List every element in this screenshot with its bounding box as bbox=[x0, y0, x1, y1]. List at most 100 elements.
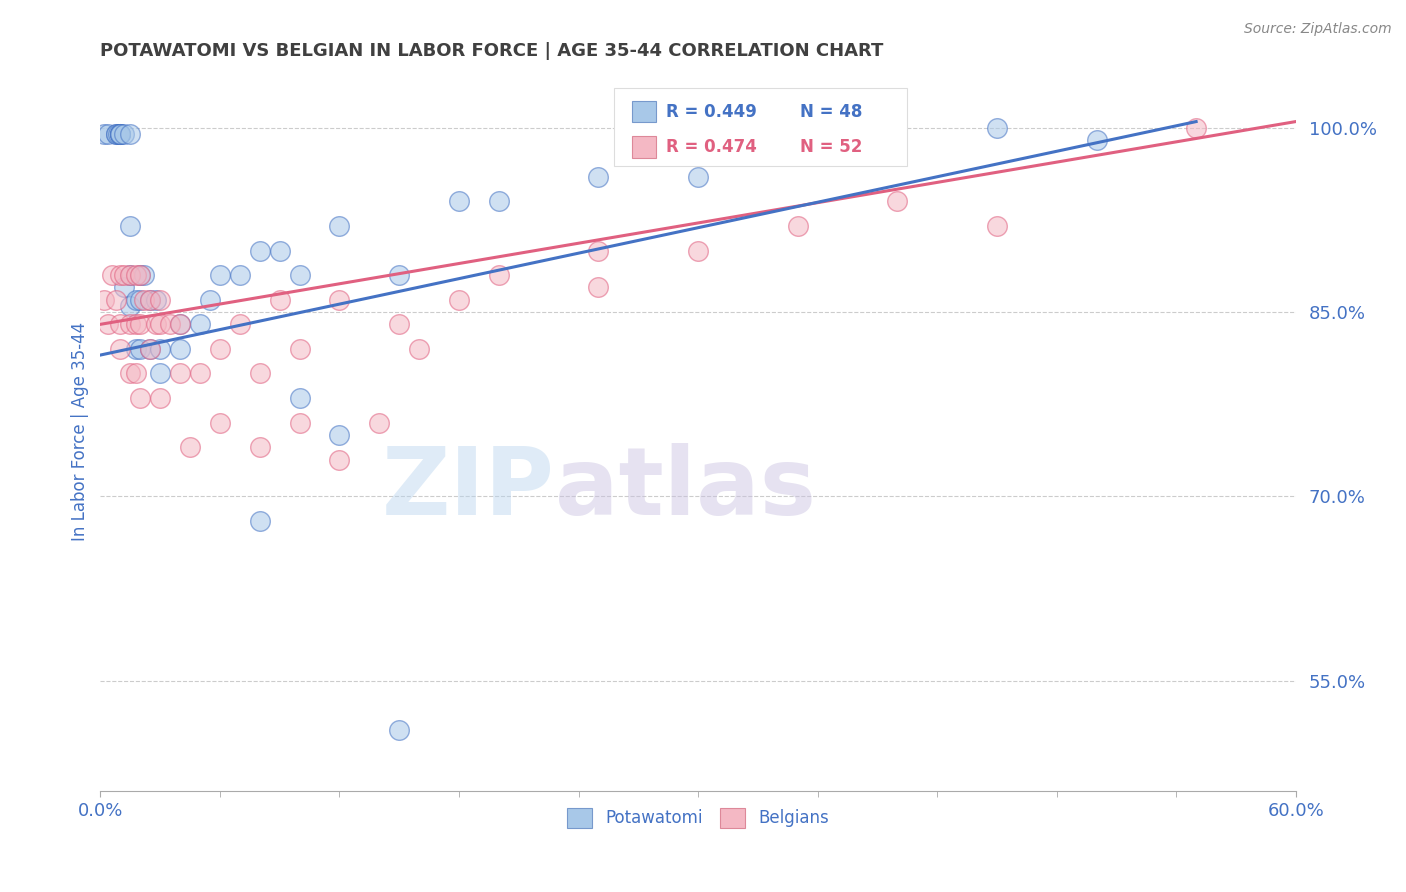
Legend: Potawatomi, Belgians: Potawatomi, Belgians bbox=[561, 801, 835, 835]
Point bbox=[149, 293, 172, 307]
Point bbox=[169, 318, 191, 332]
Point bbox=[388, 723, 411, 737]
Point bbox=[269, 293, 291, 307]
Point bbox=[149, 342, 172, 356]
Point bbox=[288, 342, 311, 356]
Point bbox=[488, 194, 510, 209]
Text: R = 0.474: R = 0.474 bbox=[666, 137, 756, 156]
Point bbox=[134, 268, 156, 282]
Point bbox=[986, 219, 1008, 233]
Point bbox=[149, 367, 172, 381]
Point bbox=[110, 127, 132, 141]
Point bbox=[112, 280, 135, 294]
Point bbox=[169, 318, 191, 332]
Point bbox=[145, 318, 167, 332]
Point bbox=[110, 318, 132, 332]
Point bbox=[159, 318, 181, 332]
Point bbox=[129, 268, 152, 282]
Text: atlas: atlas bbox=[554, 443, 815, 535]
Point bbox=[288, 391, 311, 405]
Point bbox=[97, 318, 120, 332]
Point bbox=[145, 293, 167, 307]
Point bbox=[101, 268, 124, 282]
Point bbox=[188, 318, 211, 332]
Point bbox=[588, 169, 610, 184]
Point bbox=[112, 127, 135, 141]
Point bbox=[105, 293, 128, 307]
Point bbox=[488, 268, 510, 282]
Point bbox=[125, 293, 148, 307]
Point bbox=[249, 440, 271, 454]
Point bbox=[107, 127, 129, 141]
Point bbox=[110, 268, 132, 282]
Point bbox=[179, 440, 201, 454]
Point bbox=[269, 244, 291, 258]
Point bbox=[120, 219, 142, 233]
Point bbox=[110, 127, 132, 141]
Point bbox=[105, 127, 128, 141]
Point bbox=[120, 318, 142, 332]
Point bbox=[786, 219, 808, 233]
Text: ZIP: ZIP bbox=[381, 443, 554, 535]
Point bbox=[169, 342, 191, 356]
Y-axis label: In Labor Force | Age 35-44: In Labor Force | Age 35-44 bbox=[72, 322, 89, 541]
Point bbox=[328, 452, 350, 467]
Point bbox=[125, 367, 148, 381]
Point bbox=[208, 342, 231, 356]
Point bbox=[134, 293, 156, 307]
Point bbox=[129, 318, 152, 332]
Point bbox=[125, 318, 148, 332]
Point bbox=[110, 127, 132, 141]
Point bbox=[125, 268, 148, 282]
Text: R = 0.449: R = 0.449 bbox=[666, 103, 756, 120]
Point bbox=[328, 428, 350, 442]
FancyBboxPatch shape bbox=[633, 101, 657, 122]
FancyBboxPatch shape bbox=[633, 136, 657, 158]
Point bbox=[105, 127, 128, 141]
Text: N = 52: N = 52 bbox=[800, 137, 862, 156]
Point bbox=[139, 342, 162, 356]
Text: Source: ZipAtlas.com: Source: ZipAtlas.com bbox=[1244, 22, 1392, 37]
Point bbox=[588, 280, 610, 294]
Point bbox=[588, 244, 610, 258]
Point bbox=[120, 268, 142, 282]
Text: N = 48: N = 48 bbox=[800, 103, 862, 120]
Point bbox=[249, 244, 271, 258]
Point bbox=[139, 293, 162, 307]
Point bbox=[786, 145, 808, 160]
Point bbox=[198, 293, 221, 307]
Point bbox=[97, 127, 120, 141]
Point bbox=[110, 127, 132, 141]
Point bbox=[129, 293, 152, 307]
Point bbox=[986, 120, 1008, 135]
Point bbox=[129, 391, 152, 405]
FancyBboxPatch shape bbox=[614, 88, 907, 166]
Point bbox=[120, 268, 142, 282]
Point bbox=[93, 127, 115, 141]
Point bbox=[149, 318, 172, 332]
Point bbox=[886, 194, 908, 209]
Point bbox=[120, 367, 142, 381]
Point bbox=[328, 219, 350, 233]
Point bbox=[208, 268, 231, 282]
Point bbox=[120, 299, 142, 313]
Point bbox=[110, 342, 132, 356]
Point bbox=[328, 293, 350, 307]
Point bbox=[129, 342, 152, 356]
Point bbox=[249, 514, 271, 528]
Point bbox=[686, 169, 709, 184]
Text: POTAWATOMI VS BELGIAN IN LABOR FORCE | AGE 35-44 CORRELATION CHART: POTAWATOMI VS BELGIAN IN LABOR FORCE | A… bbox=[100, 42, 884, 60]
Point bbox=[129, 268, 152, 282]
Point bbox=[249, 367, 271, 381]
Point bbox=[125, 342, 148, 356]
Point bbox=[93, 293, 115, 307]
Point bbox=[149, 391, 172, 405]
Point bbox=[288, 268, 311, 282]
Point bbox=[388, 268, 411, 282]
Point bbox=[447, 293, 470, 307]
Point bbox=[229, 268, 252, 282]
Point bbox=[139, 293, 162, 307]
Point bbox=[388, 318, 411, 332]
Point bbox=[208, 416, 231, 430]
Point bbox=[139, 342, 162, 356]
